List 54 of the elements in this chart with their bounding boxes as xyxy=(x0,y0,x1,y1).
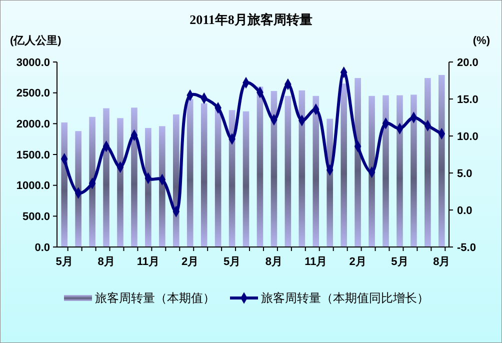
bar xyxy=(228,110,236,247)
bar xyxy=(410,94,417,247)
y2-tick-label: 5.0 xyxy=(457,168,472,180)
bar xyxy=(284,96,292,247)
legend-label: 旅客周转量（本期值） xyxy=(95,291,215,306)
x-tick-label: 5月 xyxy=(56,256,73,268)
bar xyxy=(256,86,264,247)
x-tick-label: 2月 xyxy=(182,256,199,268)
y2-tick-label: 20.0 xyxy=(457,56,478,69)
bar xyxy=(89,116,96,247)
bar xyxy=(200,103,208,247)
y2-axis-title: (%) xyxy=(472,35,490,47)
y2-tick-label: -5.0 xyxy=(457,242,476,254)
y2-tick-label: 15.0 xyxy=(457,94,478,106)
bar xyxy=(131,108,138,247)
y-tick-label: 3000.0 xyxy=(16,56,50,69)
x-tick-label: 8月 xyxy=(265,256,283,268)
bar xyxy=(382,95,389,247)
bar xyxy=(424,78,431,247)
chart-title: 2011年8月旅客周转量 xyxy=(190,12,312,27)
bar xyxy=(214,109,222,247)
bar xyxy=(186,99,194,247)
bar xyxy=(75,131,82,247)
bar xyxy=(145,128,152,247)
x-tick-label: 11月 xyxy=(136,256,160,268)
bar xyxy=(340,84,347,247)
y-tick-label: 0.0 xyxy=(34,242,50,254)
y-tick-label: 1500.0 xyxy=(16,149,50,162)
bar xyxy=(438,74,445,247)
x-tick-label: 5月 xyxy=(223,256,241,268)
y-tick-label: 1000.0 xyxy=(16,180,50,192)
x-tick-label: 8月 xyxy=(433,256,450,268)
bar xyxy=(270,90,278,247)
y-axis-title: (亿人公里) xyxy=(10,34,62,47)
y-tick-label: 500.0 xyxy=(22,211,50,224)
bar xyxy=(312,96,320,247)
x-tick-label: 5月 xyxy=(391,256,408,268)
bar xyxy=(396,95,403,247)
bar xyxy=(159,126,166,247)
bar xyxy=(368,96,375,247)
bar xyxy=(117,118,124,247)
bar xyxy=(61,122,68,247)
legend-label: 旅客周转量（本期值同比增长） xyxy=(261,291,429,306)
y2-tick-label: 0.0 xyxy=(457,204,472,217)
bar xyxy=(354,78,361,247)
bar xyxy=(103,108,110,247)
x-tick-label: 8月 xyxy=(98,256,115,268)
bar xyxy=(298,90,306,247)
x-tick-label: 2月 xyxy=(349,256,366,268)
bar xyxy=(242,111,250,247)
y2-tick-label: 10.0 xyxy=(457,130,478,143)
y-tick-label: 2000.0 xyxy=(16,118,50,131)
x-tick-label: 11月 xyxy=(304,256,328,268)
y-tick-label: 2500.0 xyxy=(16,88,50,100)
